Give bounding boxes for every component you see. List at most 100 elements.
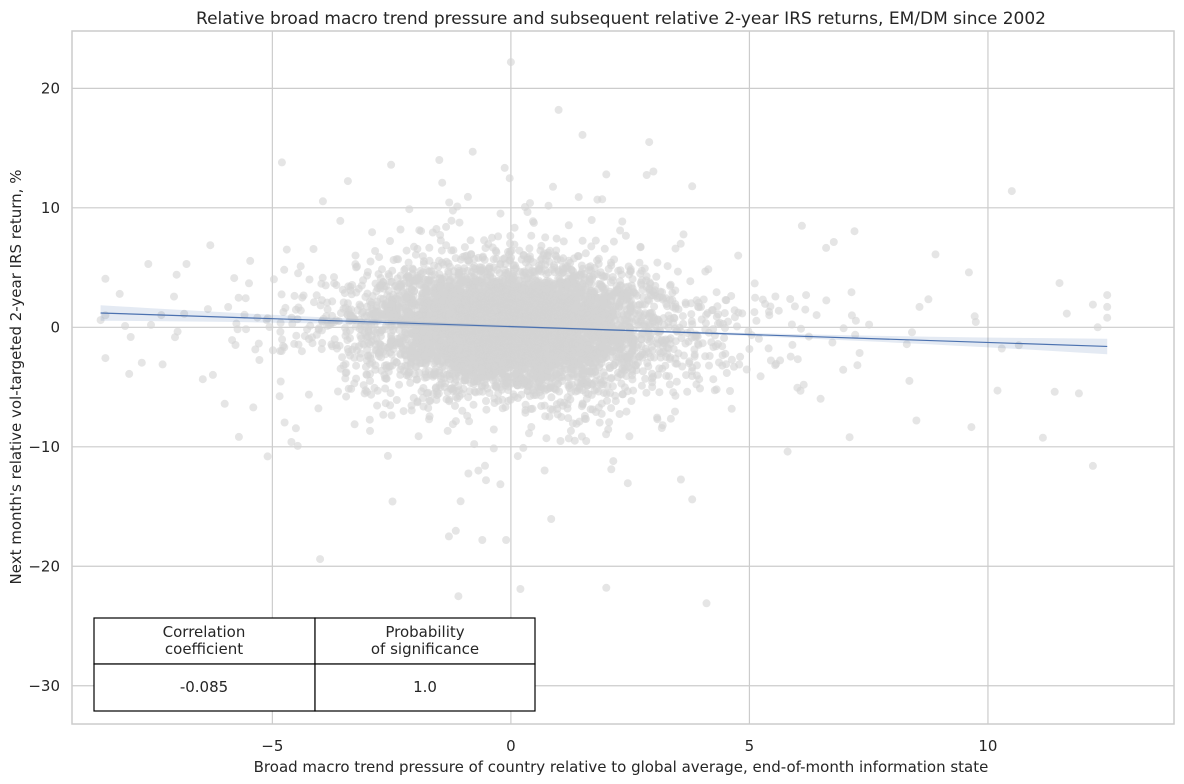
scatter-point — [317, 345, 326, 354]
scatter-point — [280, 265, 289, 274]
scatter-point — [640, 320, 649, 329]
scatter-point — [756, 372, 765, 381]
scatter-point — [342, 368, 351, 377]
scatter-point — [529, 218, 538, 227]
scatter-point — [299, 291, 308, 300]
scatter-point — [683, 387, 692, 396]
scatter-point — [426, 396, 435, 405]
scatter-point — [231, 341, 240, 349]
scatter-point — [230, 274, 239, 283]
scatter-point — [624, 262, 633, 271]
scatter-point — [829, 238, 838, 246]
scatter-point — [720, 334, 729, 342]
scatter-point — [294, 269, 303, 278]
scatter-point — [402, 371, 411, 380]
scatter-point — [799, 380, 808, 389]
scatter-point — [496, 480, 505, 489]
scatter-point — [494, 396, 503, 405]
scatter-point — [451, 417, 460, 426]
scatter-point — [537, 241, 546, 250]
scatter-point — [710, 386, 719, 395]
scatter-point — [419, 259, 428, 268]
scatter-point — [658, 364, 667, 373]
scatter-point — [516, 267, 524, 276]
scatter-point — [642, 171, 651, 179]
scatter-point — [699, 295, 708, 304]
scatter-point — [546, 405, 555, 414]
scatter-point — [559, 254, 568, 263]
scatter-point — [388, 497, 397, 506]
scatter-point — [453, 202, 462, 211]
scatter-point — [649, 167, 658, 176]
scatter-point — [637, 381, 646, 390]
scatter-point — [673, 267, 682, 276]
scatter-point — [425, 243, 434, 252]
scatter-point — [597, 399, 606, 408]
scatter-point — [671, 244, 680, 253]
scatter-point — [547, 515, 556, 523]
scatter-point — [802, 291, 811, 300]
scatter-point — [636, 269, 645, 278]
scatter-point — [742, 365, 751, 374]
scatter-point — [513, 452, 522, 461]
scatter-point — [653, 258, 662, 267]
scatter-point — [607, 404, 616, 413]
scatter-point — [401, 334, 410, 343]
scatter-point — [451, 401, 459, 410]
scatter-point — [690, 350, 699, 359]
scatter-point — [384, 270, 393, 279]
scatter-point — [847, 311, 856, 320]
scatter-point — [482, 405, 491, 414]
scatter-point — [288, 319, 297, 328]
scatter-point — [265, 323, 274, 331]
scatter-point — [584, 263, 593, 272]
scatter-point — [455, 218, 464, 227]
scatter-point — [733, 322, 741, 331]
scatter-point — [553, 379, 562, 388]
scatter-point — [478, 253, 487, 262]
scatter-point — [470, 440, 479, 449]
scatter-point — [506, 232, 515, 240]
scatter-point — [758, 295, 767, 304]
scatter-point — [251, 345, 260, 354]
scatter-point — [707, 306, 716, 315]
scatter-point — [147, 320, 155, 329]
scatter-point — [653, 415, 662, 424]
scatter-point — [651, 321, 660, 330]
scatter-point — [679, 230, 688, 239]
scatter-point — [735, 360, 744, 369]
scatter-point — [564, 434, 573, 443]
scatter-point — [126, 333, 135, 341]
scatter-point — [822, 296, 831, 305]
scatter-point — [545, 412, 554, 421]
scatter-point — [318, 197, 327, 206]
scatter-point — [364, 338, 373, 347]
scatter-point — [371, 247, 380, 255]
scatter-point — [318, 338, 327, 347]
scatter-point — [505, 174, 514, 183]
scatter-point — [816, 394, 825, 403]
scatter-point — [752, 316, 761, 325]
scatter-point — [399, 407, 408, 416]
scatter-point — [488, 233, 496, 242]
scatter-point — [422, 359, 431, 368]
scatter-point — [734, 251, 743, 260]
scatter-point — [510, 223, 519, 232]
scatter-point — [337, 309, 345, 317]
scatter-point — [379, 410, 388, 419]
scatter-point — [712, 288, 721, 297]
scatter-point — [343, 177, 352, 186]
scatter-point — [666, 340, 675, 348]
scatter-point — [544, 201, 553, 210]
scatter-point — [622, 407, 631, 416]
scatter-point — [234, 432, 243, 441]
scatter-point — [482, 397, 490, 405]
scatter-point — [598, 195, 607, 204]
scatter-point — [1103, 302, 1112, 311]
scatter-point — [623, 479, 632, 488]
scatter-point — [387, 411, 396, 420]
scatter-point — [373, 401, 382, 410]
scatter-point — [726, 387, 734, 395]
scatter-point — [591, 236, 600, 245]
